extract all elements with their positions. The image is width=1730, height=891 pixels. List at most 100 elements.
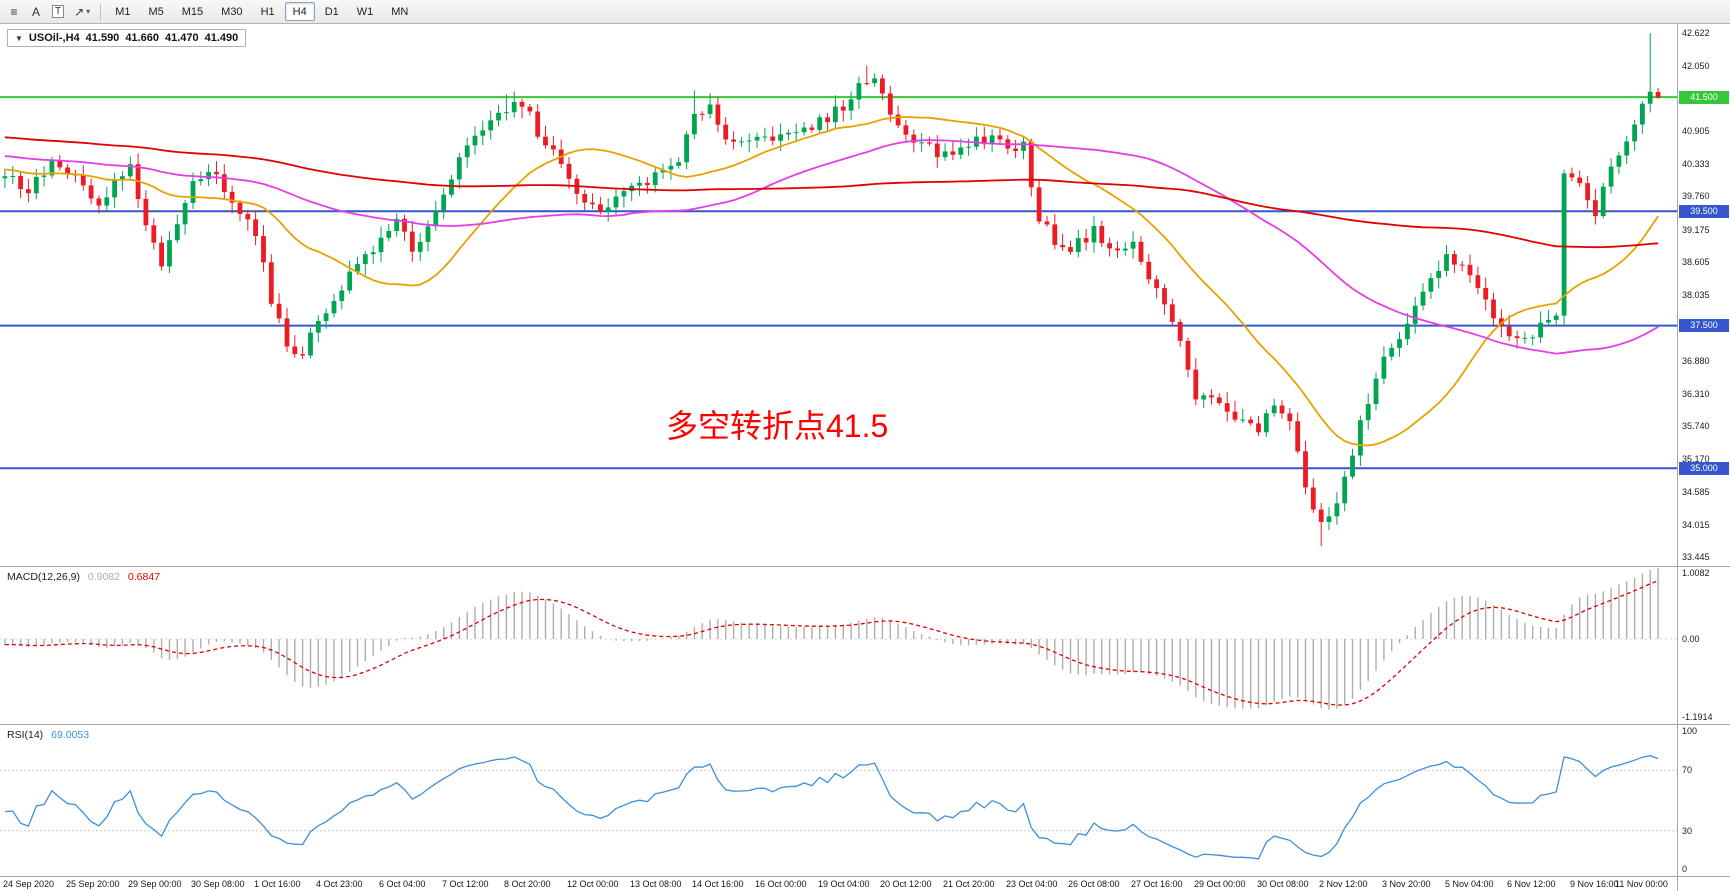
timeframe-button-mn[interactable]: MN: [391, 5, 409, 18]
low-value: 41.470: [164, 32, 199, 44]
time-label: 13 Oct 08:00: [630, 879, 682, 889]
toolbar: ≡ A T ↗ ▾ M1 M5 M15 M30 H1 H4 D1 W1 MN: [0, 0, 1730, 24]
price-axis-label: 36.880: [1682, 356, 1710, 366]
high-value: 41.660: [125, 32, 159, 44]
timeframe-button-d1[interactable]: D1: [324, 5, 339, 18]
axis-corner: [1677, 877, 1730, 891]
price-axis-label: 42.622: [1682, 28, 1710, 38]
macd-axis-label: 1.0082: [1682, 568, 1710, 578]
macd-axis: 1.0082 0.00 -1.1914: [1677, 567, 1730, 724]
price-axis-label: 40.905: [1682, 126, 1710, 136]
price-level-tag: 37.500: [1679, 319, 1729, 332]
price-axis-label: 40.333: [1682, 159, 1710, 169]
timeframe-button-h1[interactable]: H1: [260, 5, 275, 18]
macd-panel: MACD(12,26,9) 0.9082 0.6847 1.0082 0.00 -1…: [0, 567, 1730, 724]
price-axis-label: 36.310: [1682, 389, 1710, 399]
macd-canvas[interactable]: [0, 567, 1677, 724]
macd-main-value: 0.9082: [87, 571, 120, 583]
time-label: 29 Oct 00:00: [1194, 879, 1246, 889]
time-label: 12 Oct 00:00: [567, 879, 619, 889]
rsi-line: [4, 755, 1659, 860]
price-axis-label: 35.740: [1682, 421, 1710, 431]
symbol-period-label: USOil-,H4: [28, 32, 80, 44]
macd-title: MACD(12,26,9): [7, 571, 80, 583]
chart-list-icon[interactable]: ≡: [10, 4, 18, 19]
time-label: 6 Oct 04:00: [379, 879, 426, 889]
time-label: 29 Sep 00:00: [128, 879, 182, 889]
time-label: 30 Sep 08:00: [191, 879, 245, 889]
time-label: 5 Nov 04:00: [1445, 879, 1494, 889]
timeframe-button-w1[interactable]: W1: [356, 5, 374, 18]
rsi-axis-label: 100: [1682, 726, 1698, 736]
rsi-header: RSI(14) 69.0053: [7, 729, 94, 741]
panel-separator: [0, 876, 1730, 877]
time-label: 1 Oct 16:00: [254, 879, 301, 889]
time-label: 25 Sep 20:00: [66, 879, 120, 889]
price-axis-label: 38.605: [1682, 257, 1710, 267]
time-label: 4 Oct 23:00: [316, 879, 363, 889]
time-label: 24 Sep 2020: [3, 879, 55, 889]
price-axis-label: 42.050: [1682, 61, 1710, 71]
panel-separator[interactable]: [0, 566, 1730, 567]
time-label: 30 Oct 08:00: [1257, 879, 1309, 889]
time-label: 7 Oct 12:00: [442, 879, 489, 889]
rsi-axis: 100 70 30 0: [1677, 725, 1730, 876]
price-axis-label: 39.760: [1682, 191, 1710, 201]
ma-slow: [4, 136, 1659, 249]
price-chart-canvas[interactable]: [0, 24, 1677, 566]
macd-axis-label: 0.00: [1682, 634, 1700, 644]
timeframe-button-m1[interactable]: M1: [115, 5, 131, 18]
text-tool-button[interactable]: T: [47, 2, 69, 22]
time-label: 26 Oct 08:00: [1068, 879, 1120, 889]
moving-average-lines: [4, 116, 1659, 447]
rsi-canvas[interactable]: [0, 725, 1677, 876]
time-label: 16 Oct 00:00: [755, 879, 807, 889]
time-label: 11 Nov 00:00: [1615, 879, 1668, 889]
time-label: 9 Nov 16:00: [1570, 879, 1619, 889]
time-label: 14 Oct 16:00: [692, 879, 744, 889]
price-axis-label: 39.175: [1682, 225, 1710, 235]
price-axis-label: 38.035: [1682, 290, 1710, 300]
macd-signal-line: [4, 580, 1659, 706]
price-axis-label: 34.015: [1682, 520, 1710, 530]
rsi-panel: RSI(14) 69.0053 100 70 30 0: [0, 725, 1730, 876]
macd-axis-label: -1.1914: [1682, 712, 1713, 722]
time-axis[interactable]: 24 Sep 2020 25 Sep 20:00 29 Sep 00:00 30 Se…: [0, 877, 1677, 891]
horizontal-level-lines: [0, 96, 1677, 470]
time-label: 2 Nov 12:00: [1319, 879, 1368, 889]
macd-signal-value: 0.6847: [127, 571, 161, 583]
timeframe-button-m30[interactable]: M30: [221, 5, 243, 18]
chart-annotation-text: 多空转折点41.5: [666, 408, 889, 444]
time-label: 21 Oct 20:00: [943, 879, 995, 889]
text-label-tool-button[interactable]: A: [31, 4, 40, 19]
timeframe-group: M1 M5 M15 M30 H1 H4 D1 W1 MN: [106, 0, 417, 23]
price-axis-label: 35.170: [1682, 454, 1710, 464]
price-axis-label: 34.585: [1682, 487, 1710, 497]
time-label: 20 Oct 12:00: [880, 879, 932, 889]
price-level-tag: 35.000: [1679, 462, 1729, 475]
arrows-tool-button[interactable]: ↗ ▾: [74, 4, 91, 19]
time-label: 6 Nov 12:00: [1507, 879, 1556, 889]
ma-mid: [4, 139, 1659, 355]
price-axis[interactable]: 42.622 42.050 40.905 40.333 39.760 39.175 38.6…: [1677, 24, 1730, 566]
ma-fast: [4, 116, 1659, 447]
close-value: 41.490: [204, 32, 239, 44]
panel-separator[interactable]: [0, 724, 1730, 725]
time-label: 3 Nov 20:00: [1382, 879, 1431, 889]
time-label: 19 Oct 04:00: [818, 879, 870, 889]
chart-symbol-header: ▼ USOil-,H4 41.590 41.660 41.470 41.490: [7, 29, 247, 47]
price-chart-panel: ▼ USOil-,H4 41.590 41.660 41.470 41.490 …: [0, 24, 1730, 566]
timeframe-button-h4[interactable]: H4: [284, 2, 315, 21]
timeframe-button-m15[interactable]: M15: [181, 5, 204, 18]
time-label: 23 Oct 04:00: [1006, 879, 1058, 889]
chevron-down-icon: ▾: [86, 7, 91, 16]
price-axis-label: 33.445: [1682, 552, 1710, 562]
rsi-axis-label: 70: [1682, 765, 1693, 775]
time-label: 27 Oct 16:00: [1131, 879, 1183, 889]
timeframe-button-m5[interactable]: M5: [148, 5, 164, 18]
toolbar-separator: [100, 2, 102, 21]
rsi-axis-label: 0: [1682, 864, 1688, 874]
collapse-triangle-icon[interactable]: ▼: [15, 33, 23, 43]
candles: [2, 33, 1661, 546]
price-level-tag: 41.500: [1679, 91, 1729, 104]
